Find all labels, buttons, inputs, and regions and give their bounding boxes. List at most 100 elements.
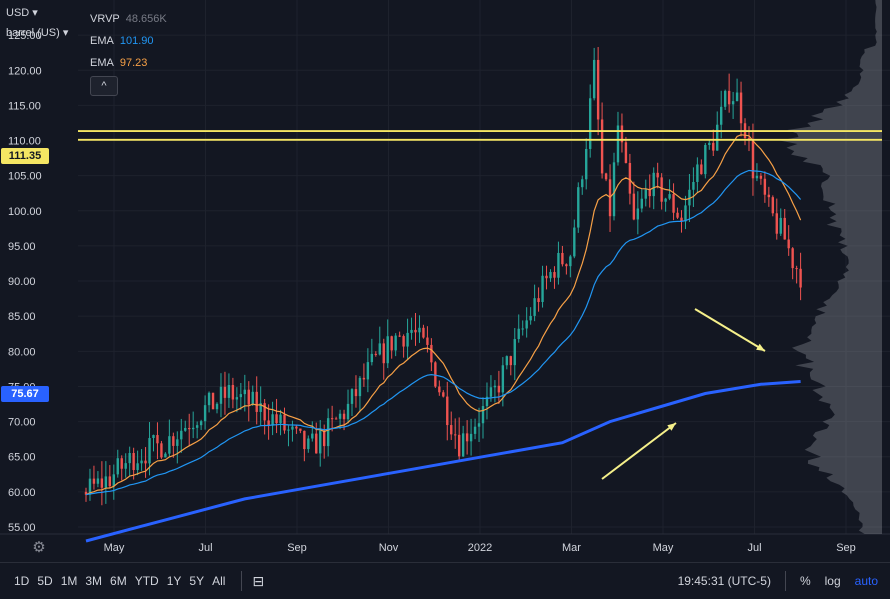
timeframe-1d[interactable]: 1D <box>14 574 30 588</box>
timeframe-5y[interactable]: 5Y <box>189 574 205 588</box>
candle-body <box>438 386 441 393</box>
gear-icon[interactable]: ⚙ <box>32 539 46 556</box>
candle-body <box>636 208 640 220</box>
timeframe-6m[interactable]: 6M <box>110 574 127 588</box>
time-axis: May Jul Sep Nov 2022 Mar May Jul Sep <box>104 542 856 554</box>
candle-body <box>140 460 143 464</box>
candle-body <box>323 430 326 447</box>
candle-body <box>259 403 262 412</box>
candle-body <box>553 272 556 278</box>
candle-body <box>414 329 417 333</box>
candle-body <box>541 275 544 303</box>
long-ma-line <box>85 380 801 543</box>
timeframe-5d[interactable]: 5D <box>37 574 53 588</box>
y-tick-label: 115.00 <box>8 100 41 112</box>
candle-body <box>132 452 135 471</box>
candle-body <box>799 268 802 288</box>
auto-button[interactable]: auto <box>854 574 878 588</box>
candle-body <box>640 198 643 209</box>
ema-lines <box>85 134 802 543</box>
timeframe-3m[interactable]: 3M <box>85 574 103 588</box>
indicator-legend: VRVP 48.656K EMA 101.90 EMA 97.23 <box>90 8 167 74</box>
candle-body <box>402 336 405 347</box>
candle-body <box>450 425 453 435</box>
candle-body <box>418 327 421 333</box>
candle-body <box>247 389 250 405</box>
candle-body <box>390 336 393 351</box>
candle-body <box>652 172 655 197</box>
candle-body <box>303 430 306 450</box>
currency-selector[interactable]: USD ▾ <box>6 7 38 19</box>
candle-body <box>533 298 536 316</box>
timeframe-1m[interactable]: 1M <box>60 574 78 588</box>
candle-body <box>430 344 433 363</box>
candle-body <box>346 403 350 420</box>
candle-body <box>370 353 374 363</box>
candle-body <box>457 434 461 457</box>
candle-body <box>354 389 358 397</box>
legend-row-ema-fast[interactable]: EMA 97.23 <box>90 52 167 74</box>
candle-body <box>203 405 207 422</box>
candle-body <box>136 463 139 471</box>
candle-body <box>219 386 223 404</box>
candle-body <box>398 335 401 337</box>
percent-button[interactable]: % <box>799 574 811 588</box>
legend-row-vrvp[interactable]: VRVP 48.656K <box>90 8 167 30</box>
legend-row-ema-slow[interactable]: EMA 101.90 <box>90 30 167 52</box>
unit-selector[interactable]: barrel (US) ▾ <box>6 27 69 39</box>
candle-body <box>509 356 512 366</box>
timeframe-1y[interactable]: 1Y <box>166 574 182 588</box>
bottom-toolbar: 1D 5D 1M 3M 6M YTD 1Y 5Y All ⊟ 19:45:31 … <box>0 562 890 599</box>
clock[interactable]: 19:45:31 (UTC-5) <box>677 574 771 588</box>
candle-body <box>632 193 636 220</box>
candle-body <box>299 428 302 431</box>
candle-body <box>505 356 509 366</box>
timeframe-all[interactable]: All <box>212 574 226 588</box>
candle-body <box>164 453 167 458</box>
candle-body <box>481 406 485 424</box>
candle-body <box>465 433 469 442</box>
timeframe-ytd[interactable]: YTD <box>134 574 159 588</box>
candle-body <box>616 125 620 163</box>
candle-body <box>795 268 798 270</box>
candle-body <box>735 92 739 102</box>
candle-body <box>716 124 719 151</box>
candle-body <box>739 92 743 124</box>
arrow-head <box>756 343 765 351</box>
price-axis: 125.00 120.00 115.00 110.00 105.00 100.00 95.0… <box>8 30 42 534</box>
candle-body <box>485 396 489 407</box>
candle-body <box>489 387 493 397</box>
candle-body <box>184 427 187 431</box>
candle-body <box>235 397 239 400</box>
candle-body <box>295 426 298 429</box>
candle-body <box>549 272 552 279</box>
candle-body <box>156 435 159 444</box>
candle-body <box>180 430 183 440</box>
log-button[interactable]: log <box>824 574 841 588</box>
candle-body <box>239 394 243 398</box>
candle-body <box>565 264 568 267</box>
candle-body <box>676 212 679 218</box>
candle-body <box>684 205 687 222</box>
candle-body <box>311 433 314 439</box>
candle-body <box>211 392 215 410</box>
price-tag-ma: 75.67 <box>1 386 49 402</box>
candle-body <box>84 491 88 495</box>
candle-body <box>120 458 123 469</box>
candle-body <box>720 106 723 125</box>
candle-body <box>624 142 628 163</box>
candle-body <box>124 463 127 469</box>
date-range-icon[interactable]: ⊟ <box>252 572 265 589</box>
candle-body <box>263 403 266 421</box>
candle-body <box>100 478 104 488</box>
legend-collapse-button[interactable]: ^ <box>90 76 118 96</box>
candle-body <box>104 476 108 488</box>
candle-body <box>92 478 96 484</box>
y-tick-label: 70.00 <box>8 417 36 429</box>
price-chart[interactable]: 125.00 120.00 115.00 110.00 105.00 100.00 95.0… <box>0 0 890 562</box>
candle-body <box>545 275 548 279</box>
candle-body <box>604 173 608 180</box>
candle-body <box>771 197 775 214</box>
candle-body <box>326 418 330 447</box>
ema-slow-line <box>85 169 802 496</box>
